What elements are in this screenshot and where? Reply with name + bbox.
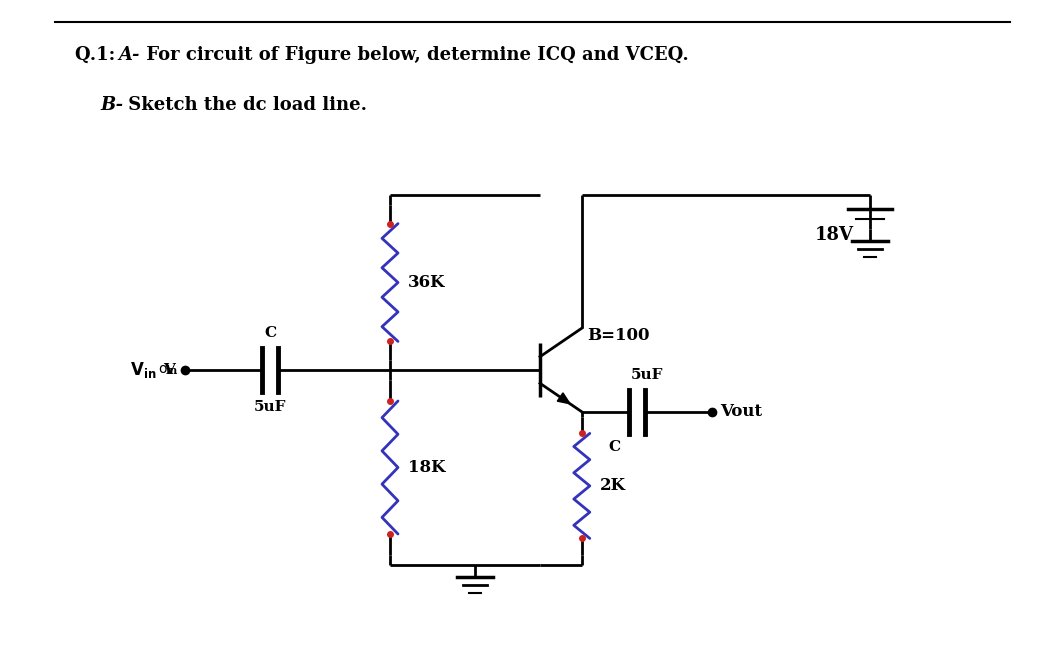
Text: V: V	[163, 363, 175, 377]
Text: 5uF: 5uF	[253, 400, 286, 414]
Text: A-: A-	[118, 46, 140, 64]
Text: Sketch the dc load line.: Sketch the dc load line.	[122, 96, 367, 114]
Text: C: C	[608, 440, 621, 454]
Text: 2K: 2K	[600, 477, 625, 494]
Text: o: o	[158, 362, 166, 376]
Text: 36K: 36K	[408, 274, 445, 291]
Text: in: in	[165, 366, 178, 377]
Text: B=100: B=100	[587, 327, 650, 344]
Text: B-: B-	[100, 96, 123, 114]
Text: For circuit of Figure below, determine ICQ and VCEQ.: For circuit of Figure below, determine I…	[140, 46, 689, 64]
Text: 5uF: 5uF	[631, 368, 664, 382]
Text: Q.1:: Q.1:	[75, 46, 122, 64]
Text: 18K: 18K	[408, 459, 445, 476]
Text: 18V: 18V	[815, 226, 854, 244]
Text: Vout: Vout	[720, 403, 762, 420]
Text: C: C	[264, 326, 276, 340]
Text: $\mathbf{V_{in}}$: $\mathbf{V_{in}}$	[130, 360, 157, 380]
Polygon shape	[558, 393, 570, 404]
